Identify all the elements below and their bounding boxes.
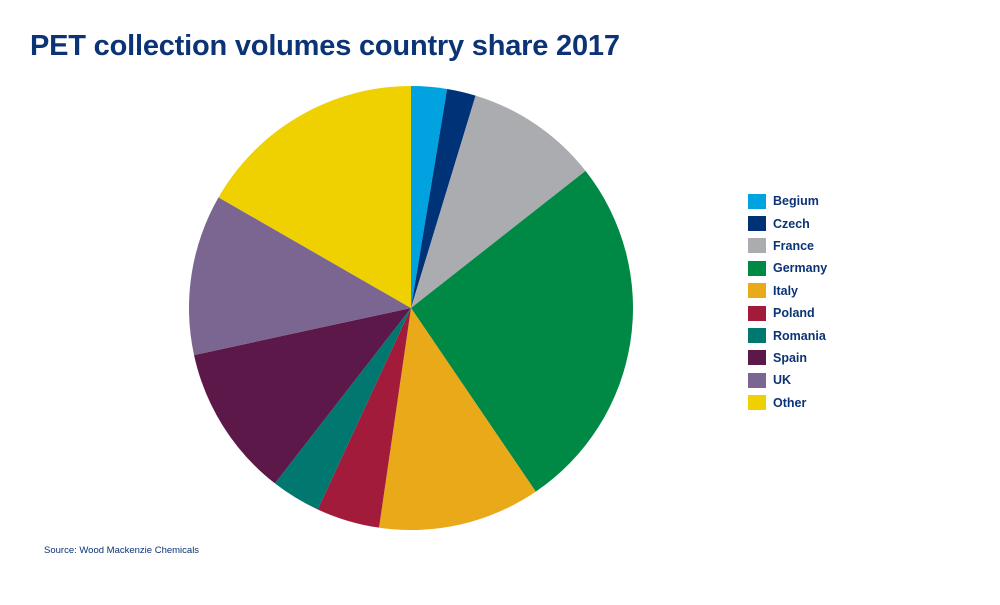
legend-swatch	[748, 216, 766, 232]
legend-swatch	[748, 260, 766, 276]
legend-item-france: France	[748, 235, 827, 257]
legend-item-belgium: Begium	[748, 190, 827, 212]
legend-item-poland: Poland	[748, 302, 827, 324]
pie-slice-poland	[317, 308, 411, 528]
legend-swatch	[748, 395, 766, 411]
legend-swatch	[748, 328, 766, 344]
pie-slice-begium	[411, 86, 448, 308]
legend-item-germany: Germany	[748, 257, 827, 279]
legend-label: Germany	[773, 261, 828, 276]
pie-slice-germany	[411, 170, 634, 492]
pie-slice-spain	[194, 308, 411, 484]
legend-swatch	[748, 193, 766, 209]
legend-label: Czech	[773, 216, 810, 231]
legend-label: Other	[773, 395, 807, 410]
source-note: Source: Wood Mackenzie Chemicals	[44, 545, 200, 556]
pie-slice-romania	[274, 308, 411, 510]
legend-label: Romania	[773, 328, 826, 343]
chart-title: PET collection volumes country share 201…	[30, 30, 620, 62]
legend: Begium Czech France Germany Italy Poland…	[748, 190, 827, 414]
pie-slice-uk	[189, 197, 411, 356]
pie-slice-other	[218, 86, 411, 308]
legend-label: UK	[773, 373, 792, 388]
legend-swatch	[748, 283, 766, 299]
legend-label: Begium	[773, 194, 819, 209]
pie-slice-czech	[411, 88, 476, 308]
legend-swatch	[748, 350, 766, 366]
legend-item-other: Other	[748, 392, 827, 414]
legend-label: Spain	[773, 350, 808, 365]
legend-label: France	[773, 238, 814, 253]
legend-label: Poland	[773, 306, 815, 321]
pie-slice-italy	[379, 308, 536, 530]
legend-swatch	[748, 238, 766, 254]
legend-item-romania: Romania	[748, 324, 827, 346]
legend-item-czech: Czech	[748, 212, 827, 234]
legend-label: Italy	[773, 283, 799, 298]
legend-item-spain: Spain	[748, 347, 827, 369]
pie-slice-france	[411, 95, 586, 308]
legend-swatch	[748, 305, 766, 321]
legend-swatch	[748, 372, 766, 388]
legend-item-italy: Italy	[748, 280, 827, 302]
legend-item-uk: UK	[748, 369, 827, 391]
